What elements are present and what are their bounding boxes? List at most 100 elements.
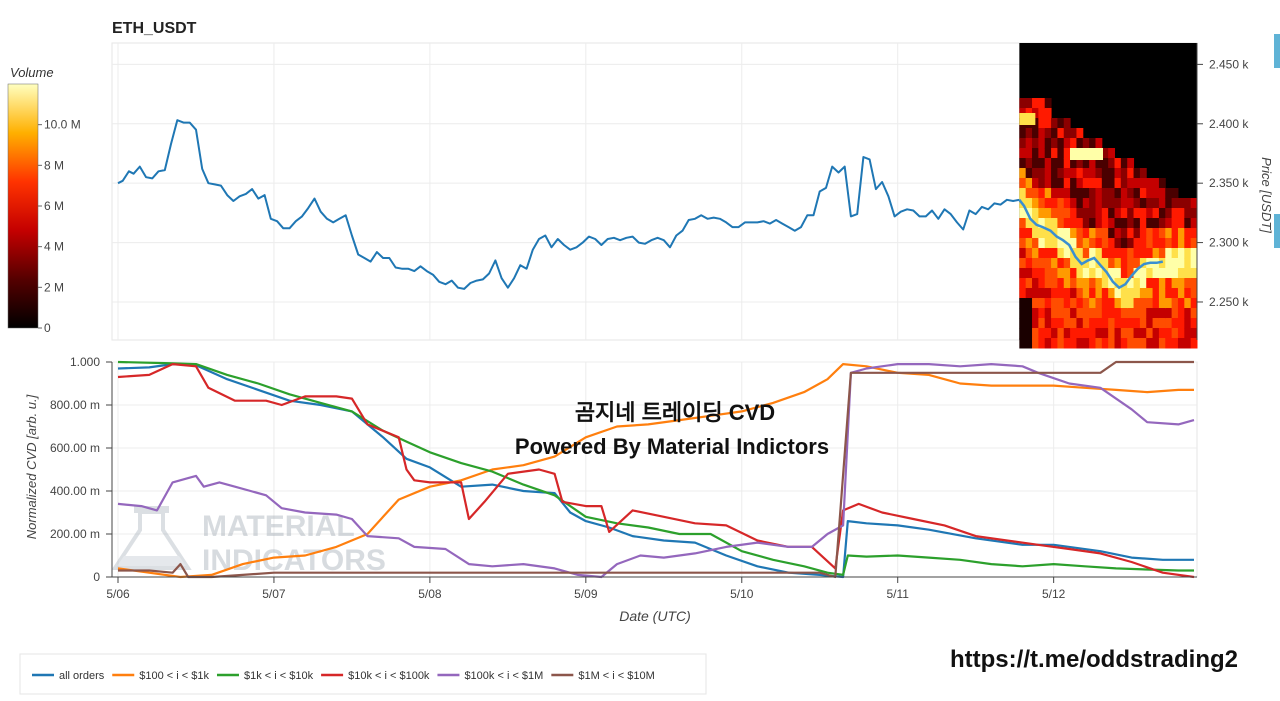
- heatmap-cell: [1051, 278, 1058, 289]
- legend-label-s100k_1M[interactable]: $100k < i < $1M: [464, 670, 543, 682]
- scroll-marker-bottom[interactable]: [1274, 214, 1280, 248]
- heatmap-cell: [1101, 248, 1109, 259]
- telegram-link[interactable]: https://t.me/oddstrading2: [950, 646, 1238, 673]
- heatmap-cell: [1038, 208, 1046, 219]
- heatmap-cell: [1152, 198, 1160, 209]
- heatmap-cell: [1127, 238, 1135, 249]
- heatmap-cell: [1165, 278, 1173, 289]
- heatmap-cell: [1057, 208, 1065, 219]
- heatmap-cell: [1114, 298, 1122, 309]
- heatmap-cell: [1082, 308, 1090, 319]
- heatmap-cell: [1063, 198, 1071, 209]
- heatmap-cell: [1076, 328, 1084, 339]
- heatmap-cell: [1089, 138, 1096, 149]
- price-tick-label: 2.350 k: [1209, 176, 1249, 190]
- heatmap-cell: [1051, 218, 1058, 229]
- heatmap-cell: [1082, 328, 1090, 339]
- cvd-x-axis-label: Date (UTC): [619, 608, 691, 624]
- heatmap-cell: [1133, 298, 1141, 309]
- heatmap-cell: [1114, 228, 1122, 239]
- heatmap-cell: [1139, 218, 1147, 229]
- colorbar-gradient: [7, 83, 39, 329]
- heatmap-cell: [1032, 258, 1039, 269]
- heatmap-cell: [1133, 318, 1141, 329]
- heatmap-cell: [1089, 188, 1096, 199]
- heatmap-cell: [1038, 138, 1046, 149]
- heatmap-cell: [1057, 218, 1065, 229]
- heatmap-cell: [1025, 288, 1033, 299]
- heatmap-cell: [1070, 168, 1077, 179]
- heatmap-cell: [1114, 238, 1122, 249]
- heatmap-cell: [1108, 298, 1116, 309]
- heatmap-cell: [1152, 308, 1160, 319]
- heatmap-cell: [1032, 248, 1039, 259]
- heatmap-cell: [1025, 298, 1033, 309]
- heatmap-cell: [1025, 238, 1033, 249]
- heatmap-cell: [1025, 158, 1033, 169]
- heatmap-cell: [1089, 268, 1096, 279]
- legend-label-all_orders[interactable]: all orders: [59, 670, 105, 682]
- heatmap-cell: [1038, 278, 1046, 289]
- legend-label-s100_1k[interactable]: $100 < i < $1k: [139, 670, 209, 682]
- legend-label-s10k_100k[interactable]: $10k < i < $100k: [348, 670, 430, 682]
- legend-label-s1k_10k[interactable]: $1k < i < $10k: [244, 670, 314, 682]
- heatmap-cell: [1025, 168, 1033, 179]
- colorbar-tick-label: 4 M: [44, 240, 64, 254]
- heatmap-cell: [1146, 338, 1154, 349]
- heatmap-cell: [1152, 328, 1160, 339]
- heatmap-cell: [1095, 338, 1103, 349]
- heatmap-cell: [1127, 178, 1135, 189]
- heatmap-cell: [1057, 188, 1065, 199]
- heatmap-cell: [1177, 238, 1185, 249]
- heatmap-cell: [1133, 288, 1141, 299]
- heatmap-cell: [1076, 128, 1084, 139]
- legend-label-s1M_10M[interactable]: $1M < i < $10M: [578, 670, 654, 682]
- heatmap-cell: [1108, 338, 1116, 349]
- heatmap-cell: [1165, 258, 1173, 269]
- heatmap-cell: [1025, 318, 1033, 329]
- heatmap-cell: [1139, 238, 1147, 249]
- heatmap-cell: [1114, 198, 1122, 209]
- annotation-title: 곰지네 트레이딩 CVD: [575, 400, 775, 425]
- heatmap-cell: [1184, 278, 1192, 289]
- heatmap-cell: [1032, 278, 1039, 289]
- heatmap-cell: [1032, 128, 1039, 139]
- heatmap-cell: [1019, 318, 1027, 329]
- heatmap-cell: [1095, 168, 1103, 179]
- heatmap-cell: [1095, 308, 1103, 319]
- heatmap-cell: [1025, 308, 1033, 319]
- heatmap-cell: [1057, 178, 1065, 189]
- heatmap-cell: [1044, 148, 1052, 159]
- heatmap-cell: [1133, 278, 1141, 289]
- heatmap-cell: [1133, 178, 1141, 189]
- heatmap-cell: [1076, 208, 1084, 219]
- heatmap-cell: [1032, 298, 1039, 309]
- heatmap-cell: [1108, 328, 1116, 339]
- heatmap-cell: [1146, 188, 1154, 199]
- heatmap-cell: [1044, 328, 1052, 339]
- heatmap-cell: [1190, 258, 1198, 269]
- heatmap-cell: [1146, 328, 1154, 339]
- heatmap-cell: [1082, 208, 1090, 219]
- heatmap-cell: [1089, 178, 1096, 189]
- heatmap-cell: [1063, 328, 1071, 339]
- heatmap-cell: [1127, 228, 1135, 239]
- heatmap-cell: [1089, 328, 1096, 339]
- heatmap-cell: [1025, 258, 1033, 269]
- heatmap-cell: [1146, 298, 1154, 309]
- heatmap-cell: [1190, 328, 1198, 339]
- heatmap-cell: [1177, 278, 1185, 289]
- heatmap-cell: [1070, 138, 1077, 149]
- heatmap-cell: [1089, 218, 1096, 229]
- heatmap-cell: [1101, 148, 1109, 159]
- heatmap-cell: [1032, 228, 1039, 239]
- heatmap-cell: [1057, 318, 1065, 329]
- cvd-x-tick-label: 5/09: [574, 587, 598, 601]
- scroll-marker-top[interactable]: [1274, 34, 1280, 68]
- heatmap-cell: [1025, 218, 1033, 229]
- heatmap-cell: [1095, 268, 1103, 279]
- heatmap-cell: [1044, 338, 1052, 349]
- heatmap-cell: [1057, 298, 1065, 309]
- heatmap-cell: [1190, 278, 1198, 289]
- heatmap-cell: [1152, 288, 1160, 299]
